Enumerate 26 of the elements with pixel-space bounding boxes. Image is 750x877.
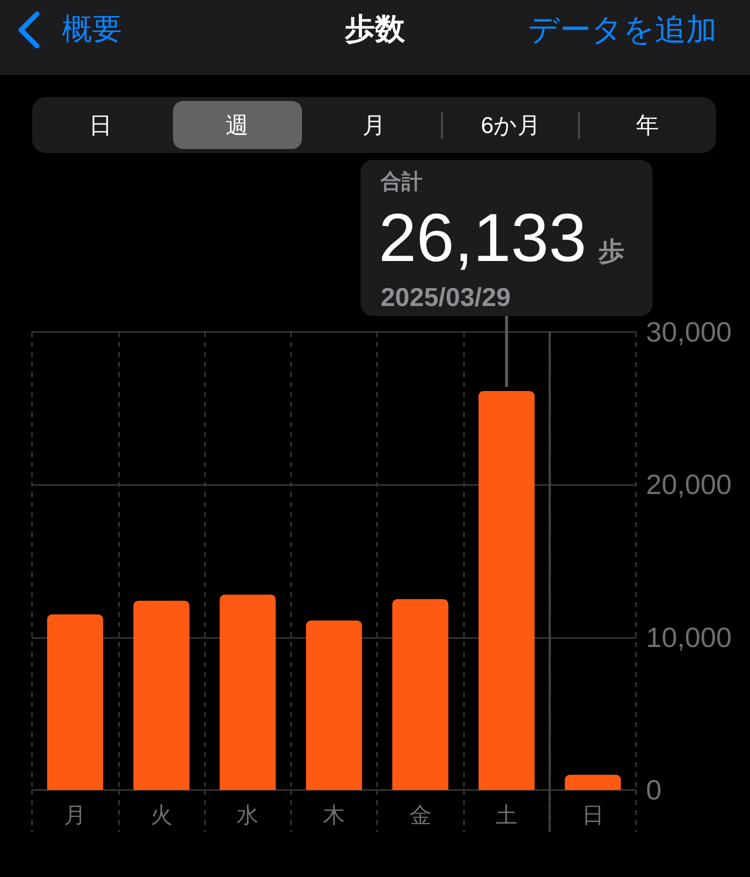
- bar: [47, 614, 104, 790]
- text: データを追加: [528, 11, 717, 49]
- bar: [564, 774, 621, 790]
- x-tick-label: 木: [323, 802, 345, 828]
- y-tick-label: 10,000: [646, 622, 732, 653]
- text: 合計: [380, 170, 423, 194]
- bar: [306, 620, 362, 790]
- x-tick-label: 水: [236, 802, 259, 828]
- bar: [478, 391, 535, 790]
- y-tick-label: 20,000: [646, 469, 732, 500]
- bar: [220, 594, 276, 790]
- y-tick-label: 30,000: [646, 316, 732, 348]
- chart-title: 歩数: [345, 12, 405, 48]
- x-tick-label: 火: [150, 802, 172, 828]
- bar: [392, 599, 448, 790]
- y-tick-label: 0: [646, 774, 662, 806]
- segmented-control: 日 週 月 6か月 年: [32, 97, 716, 153]
- bar: [133, 600, 190, 790]
- annotation: 26,133: [378, 200, 587, 276]
- x-tick-label: 日: [582, 802, 604, 828]
- x-tick-label: 土: [496, 802, 518, 828]
- text: 歩: [598, 236, 625, 266]
- text: 概要: [62, 12, 122, 48]
- text: 2025/03/29: [380, 282, 511, 312]
- x-tick-label: 金: [409, 802, 432, 828]
- x-tick-label: 月: [64, 802, 86, 828]
